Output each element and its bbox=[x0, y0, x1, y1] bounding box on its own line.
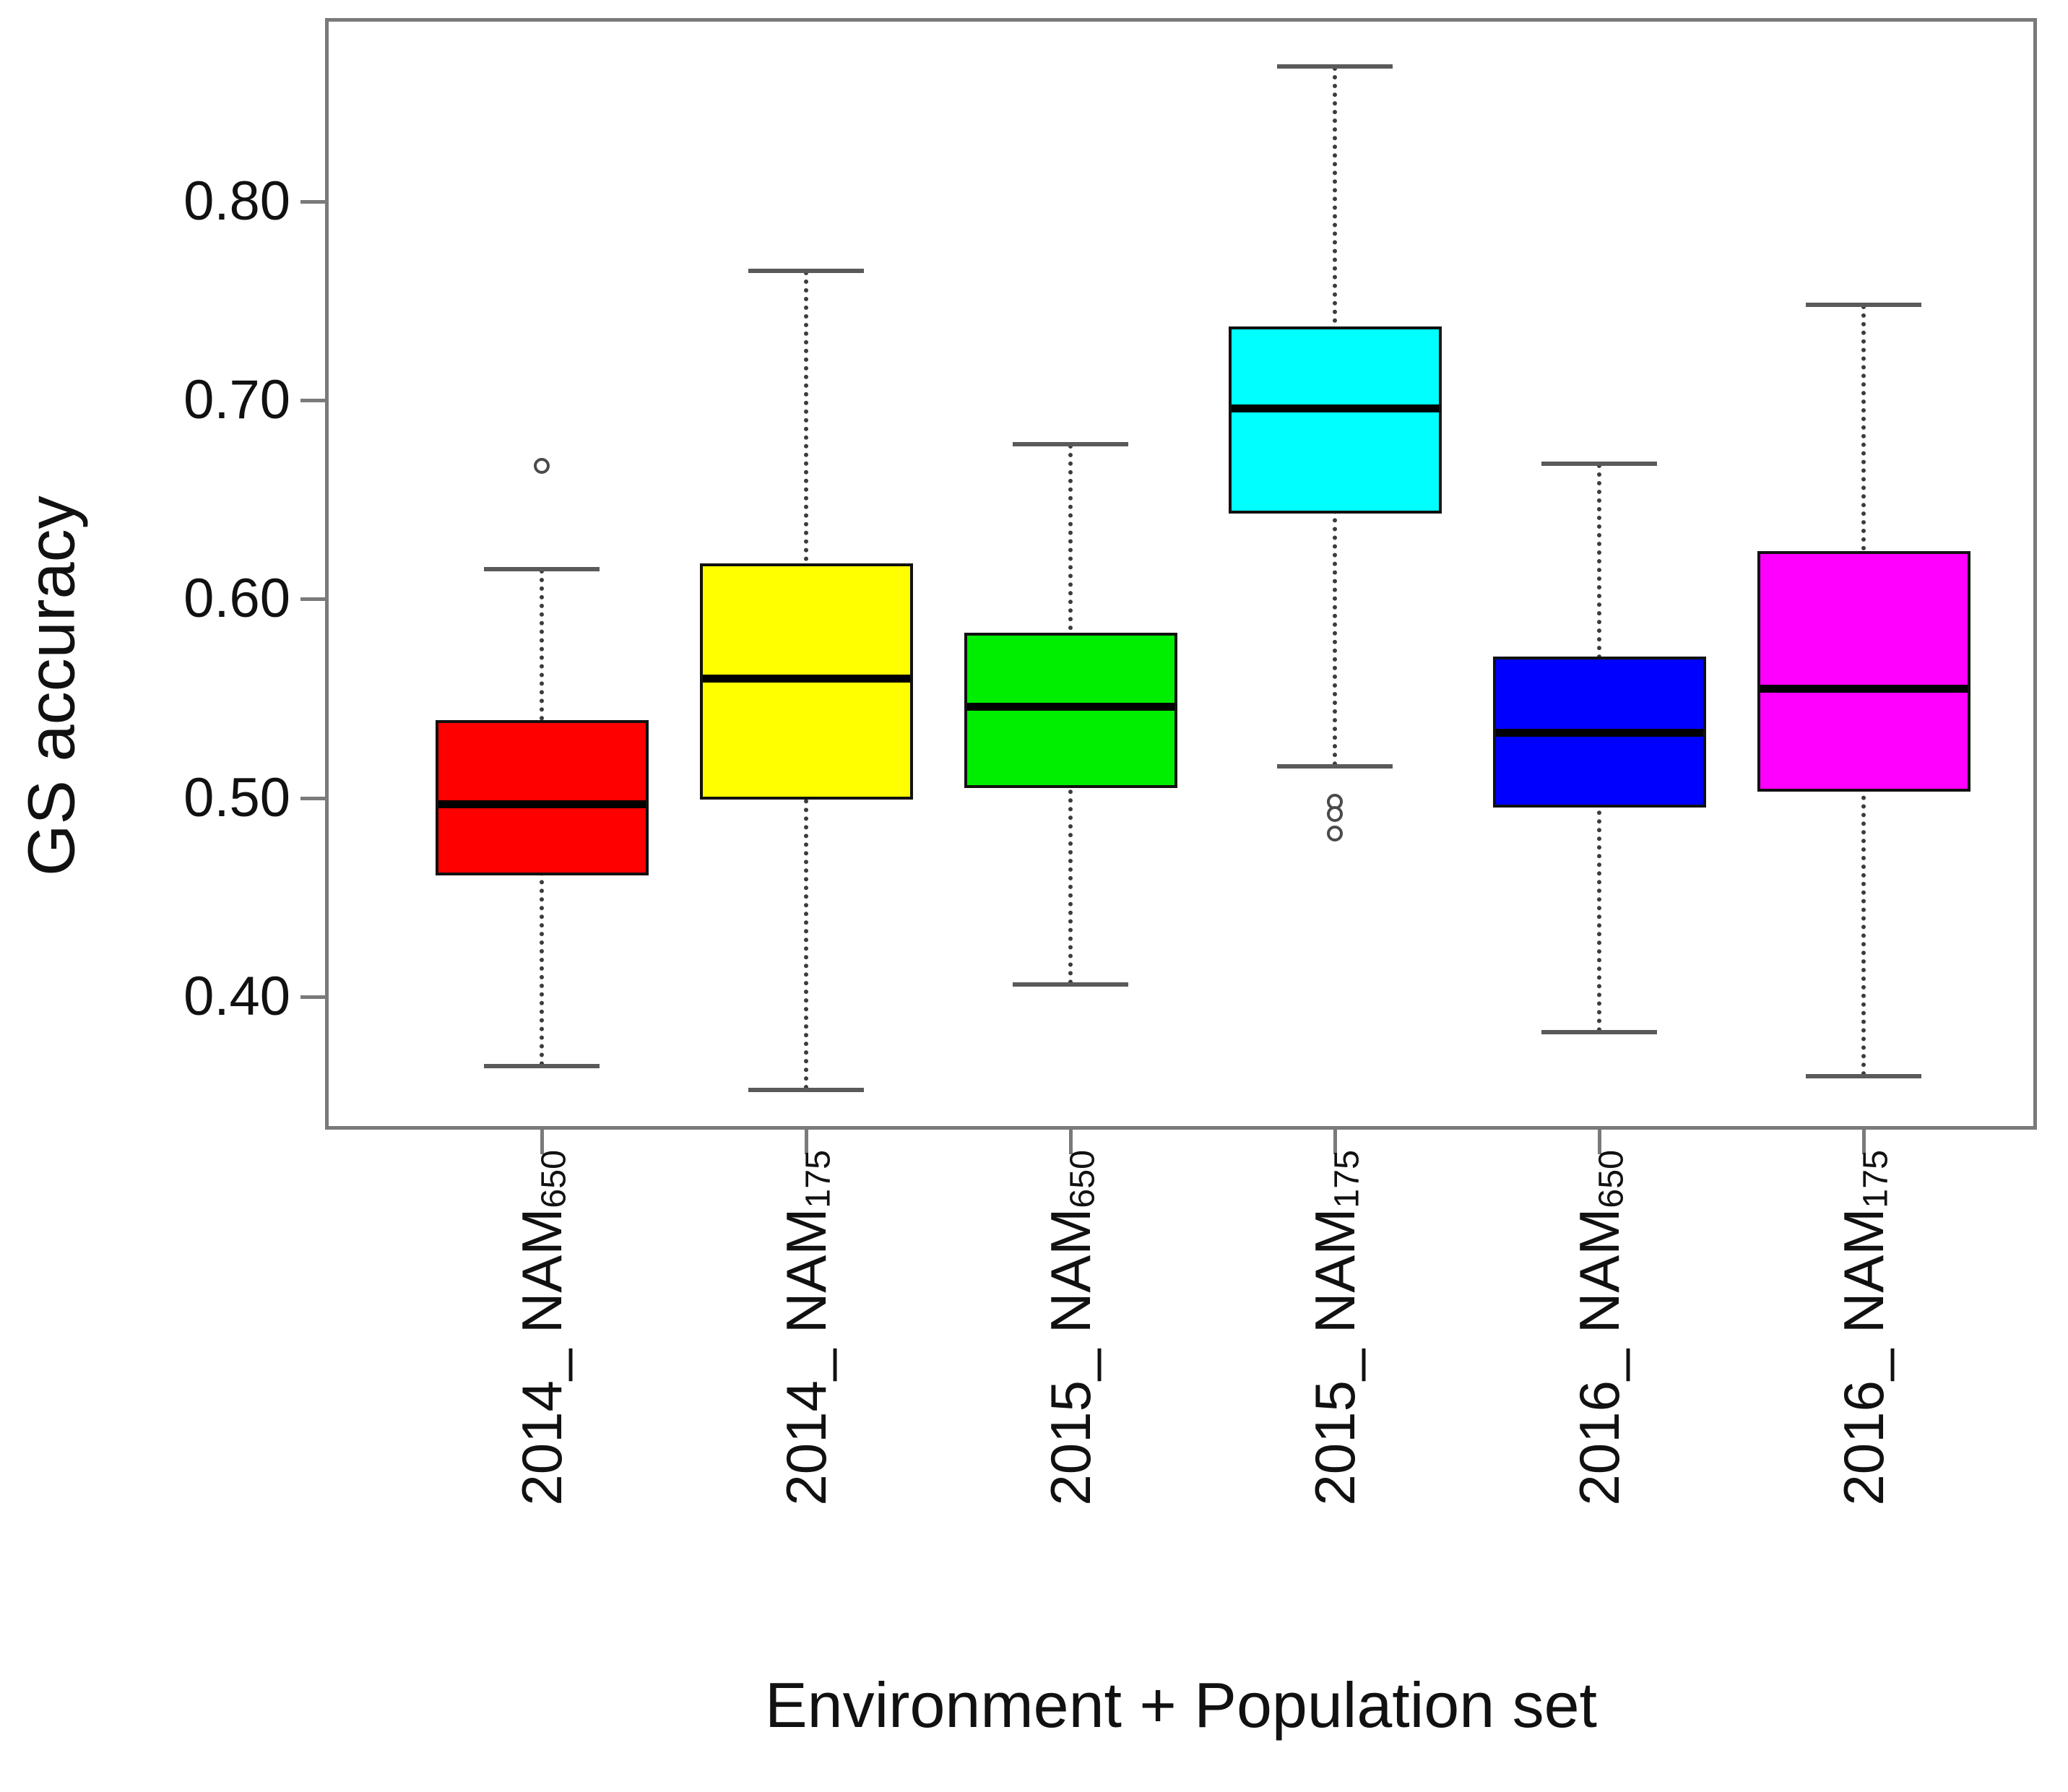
y-axis-tick bbox=[300, 399, 325, 403]
x-axis-tick-label: 2016_ NAM650 bbox=[1563, 1150, 1635, 1506]
y-axis-tick-label: 0.80 bbox=[183, 170, 290, 232]
x-label-main: 2015_ NAM bbox=[1303, 1208, 1367, 1506]
y-axis-tick bbox=[300, 597, 325, 602]
outlier-point bbox=[534, 458, 550, 475]
x-axis-tick-label: 2015_ NAM175 bbox=[1299, 1150, 1371, 1506]
median-line bbox=[1760, 685, 1968, 693]
x-axis-tick-label: 2014_ NAM175 bbox=[770, 1150, 842, 1506]
x-axis-tick-label: 2015_ NAM650 bbox=[1034, 1150, 1107, 1506]
x-axis-tick bbox=[1862, 1130, 1866, 1154]
x-axis-tick bbox=[805, 1130, 808, 1154]
x-axis-title: Environment + Population set bbox=[764, 1669, 1598, 1741]
x-axis-tick bbox=[1598, 1130, 1601, 1154]
outlier-point bbox=[1327, 826, 1343, 842]
x-label-subscript: 650 bbox=[1591, 1150, 1631, 1208]
whisker-cap-bottom bbox=[484, 1064, 600, 1069]
x-axis-tick-label: 2014_ NAM650 bbox=[506, 1150, 578, 1506]
y-axis-tick bbox=[300, 995, 325, 999]
median-line bbox=[1231, 404, 1439, 413]
whisker-cap-top bbox=[1277, 64, 1393, 69]
x-label-main: 2014_ NAM bbox=[510, 1208, 574, 1506]
y-axis-tick-label: 0.70 bbox=[183, 369, 290, 431]
x-label-subscript: 650 bbox=[1063, 1150, 1102, 1208]
median-line bbox=[1495, 728, 1703, 737]
x-label-subscript: 650 bbox=[534, 1150, 574, 1208]
whisker-cap-top bbox=[1013, 441, 1128, 446]
y-axis-title: GS accuracy bbox=[14, 495, 89, 877]
x-axis-tick bbox=[540, 1130, 544, 1154]
box-2016_NAM175 bbox=[1757, 551, 1970, 792]
whisker-cap-bottom bbox=[1806, 1073, 1921, 1078]
x-axis-tick bbox=[1333, 1130, 1337, 1154]
x-label-main: 2015_ NAM bbox=[1039, 1208, 1102, 1506]
y-axis-tick-label: 0.50 bbox=[183, 766, 290, 828]
x-label-main: 2016_ NAM bbox=[1832, 1208, 1895, 1506]
y-axis-tick-label: 0.60 bbox=[183, 568, 290, 630]
whisker-cap-top bbox=[1806, 303, 1921, 308]
whisker-cap-bottom bbox=[748, 1088, 864, 1093]
whisker-cap-bottom bbox=[1013, 982, 1128, 987]
plot-frame bbox=[325, 18, 2037, 1130]
y-axis-tick bbox=[300, 200, 325, 204]
x-label-subscript: 175 bbox=[1856, 1150, 1895, 1208]
x-label-main: 2014_ NAM bbox=[774, 1208, 838, 1506]
x-label-subscript: 175 bbox=[798, 1150, 838, 1208]
whisker-cap-bottom bbox=[1541, 1030, 1657, 1035]
box-2014_NAM650 bbox=[435, 720, 649, 875]
box-2015_NAM175 bbox=[1228, 326, 1442, 514]
x-axis-tick bbox=[1069, 1130, 1073, 1154]
whisker-cap-top bbox=[748, 269, 864, 274]
x-label-subscript: 175 bbox=[1327, 1150, 1367, 1208]
median-line bbox=[702, 675, 910, 683]
y-axis-tick-label: 0.40 bbox=[183, 965, 290, 1027]
whisker-cap-top bbox=[484, 567, 600, 572]
outlier-point bbox=[1327, 805, 1343, 822]
whisker-cap-bottom bbox=[1277, 763, 1393, 769]
x-label-main: 2016_ NAM bbox=[1567, 1208, 1631, 1506]
whisker-cap-top bbox=[1541, 462, 1657, 467]
x-axis-tick-label: 2016_ NAM175 bbox=[1827, 1150, 1900, 1506]
y-axis-tick bbox=[300, 796, 325, 800]
median-line bbox=[438, 800, 646, 808]
median-line bbox=[966, 703, 1174, 711]
